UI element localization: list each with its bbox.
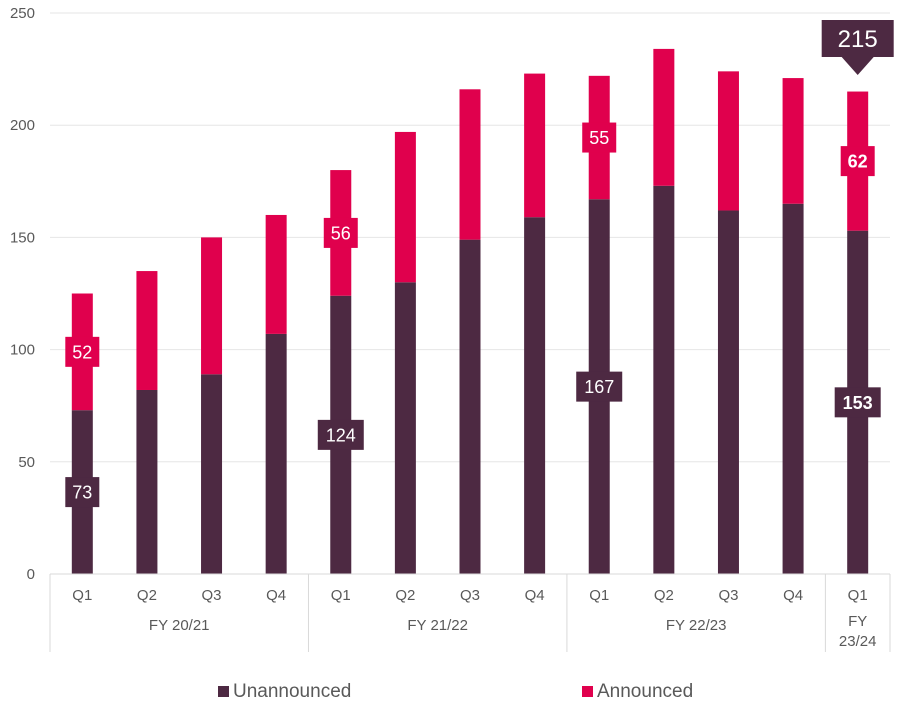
data-label: 56 (331, 223, 351, 243)
y-tick-label: 50 (18, 454, 35, 471)
bar-announced (394, 131, 416, 283)
bar-announced (136, 271, 158, 390)
bar-unannounced (459, 239, 481, 575)
bar-unannounced (782, 203, 804, 575)
data-label: 73 (72, 483, 92, 503)
x-tick-label: Q4 (266, 587, 286, 604)
data-label-box (840, 146, 875, 177)
legend: Unannounced Announced (218, 681, 693, 702)
bar-announced (459, 89, 481, 240)
data-label-box (65, 477, 100, 508)
legend-swatch (582, 686, 593, 697)
data-label-box (834, 387, 881, 418)
x-group-label: FY 20/21 (149, 617, 210, 634)
bar-unannounced (265, 333, 287, 574)
data-label-box (323, 217, 358, 248)
x-tick-label: Q2 (395, 587, 415, 604)
bars (71, 48, 869, 575)
callout-total-label: 215 (838, 26, 878, 53)
y-tick-label: 100 (10, 342, 35, 359)
y-tick-label: 0 (27, 566, 35, 583)
data-label: 52 (72, 342, 92, 362)
data-label: 167 (584, 377, 614, 397)
x-tick-label: Q4 (525, 587, 545, 604)
data-label: 153 (843, 393, 873, 413)
data-labels: 73 52 124 56 167 55 153 62 (65, 122, 881, 508)
legend-swatch (218, 686, 229, 697)
bar-announced (265, 214, 287, 334)
data-label: 55 (589, 128, 609, 148)
bar-announced (782, 78, 804, 204)
bar-unannounced (717, 210, 739, 575)
x-tick-label: Q1 (848, 587, 868, 604)
x-tick-label: Q2 (137, 587, 157, 604)
y-tick-label: 200 (10, 117, 35, 134)
x-group-label: FY 22/23 (666, 617, 727, 634)
data-label: 62 (848, 152, 868, 172)
bar-announced (201, 237, 223, 375)
x-axis: Q1 Q2 Q3 Q4 Q1 Q2 Q3 Q4 Q1 Q2 Q3 Q4 Q1 FY 20/21 FY 21/… (49, 573, 891, 652)
total-callout: 215 (821, 20, 894, 75)
bar-unannounced (653, 185, 675, 574)
x-tick-label: Q1 (331, 587, 351, 604)
bar-announced (717, 71, 739, 211)
data-label-box (65, 336, 100, 367)
x-tick-label: Q3 (718, 587, 738, 604)
data-label-box (582, 122, 617, 153)
x-tick-label: Q1 (589, 587, 609, 604)
data-label: 124 (326, 425, 356, 445)
x-tick-label: Q3 (202, 587, 222, 604)
callout-arrow (841, 57, 874, 75)
bar-unannounced (136, 389, 158, 574)
data-label-box (576, 371, 623, 402)
x-group-label: FY 21/22 (407, 617, 468, 634)
data-label-box (317, 419, 364, 450)
x-tick-label: Q4 (783, 587, 803, 604)
legend-label: Unannounced (233, 681, 351, 702)
bar-announced (524, 73, 546, 218)
y-axis: 0 50 100 150 200 250 (10, 5, 35, 583)
x-tick-label: Q3 (460, 587, 480, 604)
x-tick-label: Q1 (72, 587, 92, 604)
bar-unannounced (394, 282, 416, 574)
bar-unannounced (524, 217, 546, 575)
x-group-label: 23/24 (839, 633, 877, 650)
y-tick-label: 150 (10, 229, 35, 246)
x-group-label: FY (848, 613, 867, 630)
callout-box (821, 20, 894, 57)
legend-label: Announced (597, 681, 693, 702)
bar-unannounced (201, 374, 223, 574)
x-tick-label: Q2 (654, 587, 674, 604)
bar-announced (653, 48, 675, 186)
y-tick-label: 250 (10, 5, 35, 22)
